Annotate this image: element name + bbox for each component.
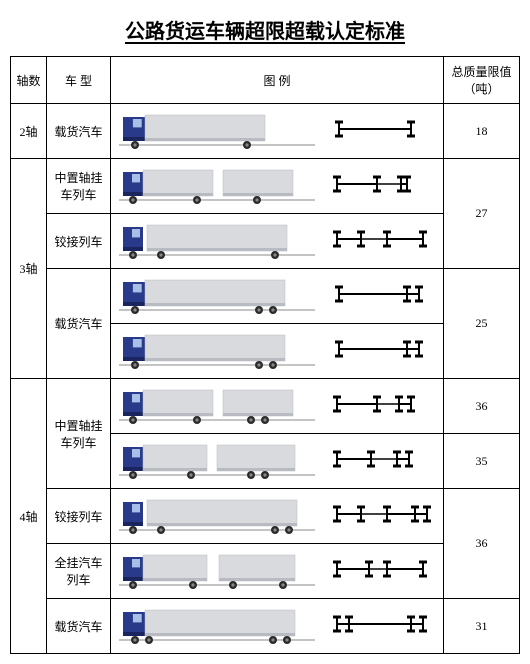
- weight-limit-cell: 27: [444, 159, 520, 269]
- axle-diagram-icon: [327, 557, 437, 585]
- axle-diagram-icon: [327, 502, 437, 530]
- axle-count-cell: 3轴: [11, 159, 47, 379]
- axle-count-cell: 2轴: [11, 104, 47, 159]
- illustration-cell: [111, 379, 444, 434]
- axle-diagram-icon: [327, 117, 437, 145]
- illustration-cell: [111, 214, 444, 269]
- weight-limit-cell: 36: [444, 379, 520, 434]
- header-type: 车 型: [47, 57, 111, 104]
- vehicle-type-cell: 载货汽车: [47, 269, 111, 379]
- illustration-cell: [111, 489, 444, 544]
- vehicle-type-cell: 铰接列车: [47, 214, 111, 269]
- truck-icon: [117, 329, 317, 373]
- weight-limit-cell: 35: [444, 434, 520, 489]
- truck-icon: [117, 219, 317, 263]
- page-title: 公路货运车辆超限超载认定标准: [10, 15, 520, 44]
- standards-table: 轴数 车 型 图 例 总质量限值 （吨） 2轴载货汽车183轴中置轴挂车列车27…: [10, 56, 520, 654]
- truck-icon: [117, 164, 317, 208]
- truck-icon: [117, 274, 317, 318]
- axle-diagram-icon: [327, 447, 437, 475]
- vehicle-type-cell: 铰接列车: [47, 489, 111, 544]
- vehicle-type-cell: 载货汽车: [47, 104, 111, 159]
- truck-icon: [117, 494, 317, 538]
- vehicle-type-cell: 中置轴挂车列车: [47, 379, 111, 489]
- axle-diagram-icon: [327, 337, 437, 365]
- axle-diagram-icon: [327, 392, 437, 420]
- vehicle-type-cell: 中置轴挂车列车: [47, 159, 111, 214]
- illustration-cell: [111, 104, 444, 159]
- axle-diagram-icon: [327, 227, 437, 255]
- weight-limit-cell: 31: [444, 599, 520, 654]
- axle-count-cell: 4轴: [11, 379, 47, 654]
- illustration-cell: [111, 269, 444, 324]
- truck-icon: [117, 109, 317, 153]
- axle-diagram-icon: [327, 172, 437, 200]
- truck-icon: [117, 604, 317, 648]
- truck-icon: [117, 549, 317, 593]
- axle-diagram-icon: [327, 612, 437, 640]
- header-limit: 总质量限值 （吨）: [444, 57, 520, 104]
- weight-limit-cell: 25: [444, 269, 520, 379]
- header-axle: 轴数: [11, 57, 47, 104]
- axle-diagram-icon: [327, 282, 437, 310]
- truck-icon: [117, 439, 317, 483]
- weight-limit-cell: 36: [444, 489, 520, 599]
- illustration-cell: [111, 159, 444, 214]
- illustration-cell: [111, 544, 444, 599]
- illustration-cell: [111, 599, 444, 654]
- vehicle-type-cell: 全挂汽车列车: [47, 544, 111, 599]
- illustration-cell: [111, 324, 444, 379]
- header-illus: 图 例: [111, 57, 444, 104]
- truck-icon: [117, 384, 317, 428]
- illustration-cell: [111, 434, 444, 489]
- weight-limit-cell: 18: [444, 104, 520, 159]
- vehicle-type-cell: 载货汽车: [47, 599, 111, 654]
